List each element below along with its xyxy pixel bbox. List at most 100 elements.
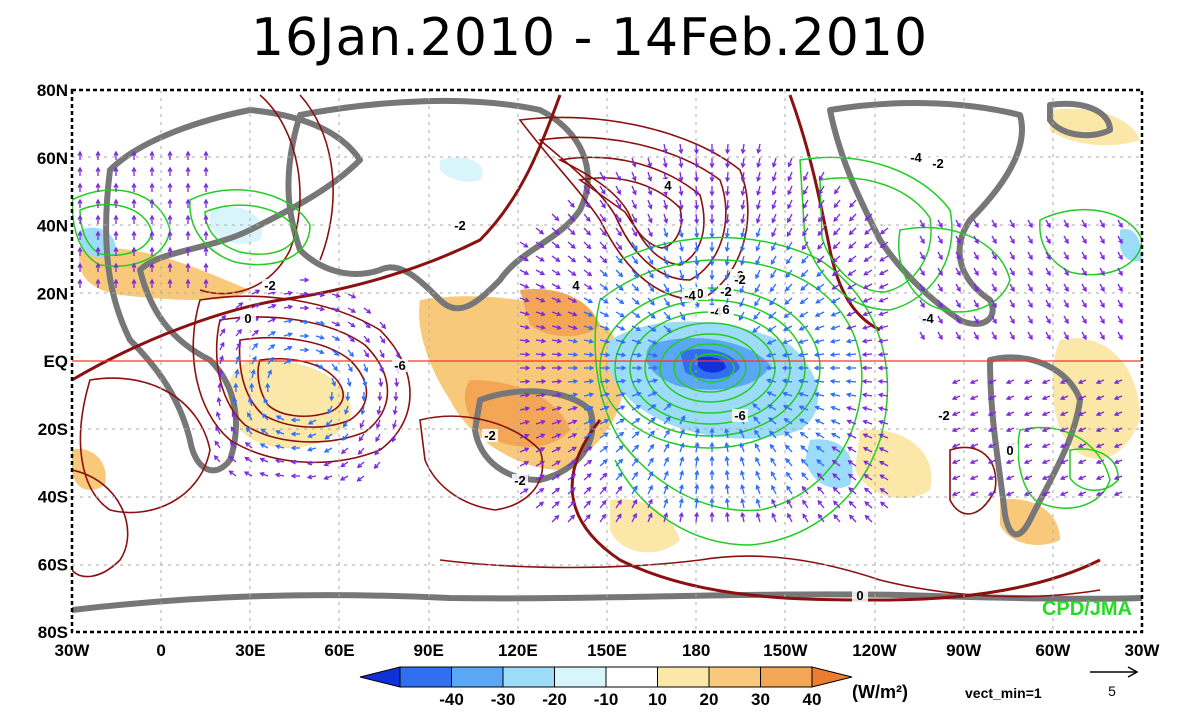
flux-vector [833, 227, 841, 236]
flux-vector [802, 227, 809, 237]
flux-vector [799, 311, 809, 318]
colorbar-tick-label: -30 [491, 690, 516, 709]
flux-vector [752, 403, 761, 411]
flux-vector [567, 269, 577, 276]
contour-label: -2 [720, 284, 732, 299]
flux-vector [363, 321, 371, 329]
flux-vector [845, 338, 857, 344]
flux-vector [678, 511, 684, 523]
contour-label: 0 [696, 286, 703, 301]
contour-label: 4 [572, 278, 580, 293]
flux-vector [769, 430, 777, 439]
flux-vector [969, 395, 979, 401]
flux-vector [244, 456, 253, 463]
flux-vector [937, 235, 943, 245]
flux-vector [663, 512, 669, 523]
flux-vector [149, 278, 155, 288]
flux-vector [615, 405, 626, 411]
flux-vector [694, 269, 700, 281]
flux-vector [344, 405, 349, 415]
flux-vector [831, 459, 841, 467]
flux-vector [771, 199, 777, 210]
contour-label: -2 [514, 473, 526, 488]
flux-vector [973, 219, 979, 229]
contour-label: -2 [932, 156, 944, 171]
flux-vector [800, 269, 809, 278]
flux-vector [802, 199, 809, 209]
flux-vector [615, 391, 626, 397]
flux-vector [845, 365, 856, 371]
flux-vector [647, 498, 653, 509]
flux-vector [551, 325, 563, 330]
flux-vector [519, 351, 531, 357]
flux-vector [830, 311, 841, 317]
flux-vector [861, 325, 873, 330]
flux-vector [679, 297, 685, 308]
flux-vector [1023, 475, 1033, 481]
flux-vector [583, 213, 591, 222]
flux-vector [800, 445, 809, 453]
flux-vector [567, 460, 577, 467]
flux-vector [694, 511, 700, 523]
flux-vector [647, 157, 653, 168]
flux-vector [1041, 475, 1051, 481]
flux-vector [1095, 459, 1105, 465]
flux-vector [817, 486, 825, 495]
flux-vector [787, 512, 793, 523]
flux-vector [77, 230, 83, 240]
flux-vector [863, 460, 873, 467]
flux-vector [647, 171, 653, 182]
flux-vector [781, 352, 793, 358]
flux-vector [631, 241, 638, 251]
flux-vector [519, 324, 531, 330]
flux-vector [300, 347, 310, 353]
flux-vector [782, 405, 793, 411]
flux-vector [373, 461, 381, 469]
flux-vector [519, 447, 530, 453]
flux-vector [951, 443, 961, 449]
flux-vector [95, 278, 101, 288]
flux-vector [1063, 219, 1069, 229]
flux-vector [786, 485, 793, 495]
flux-vector [877, 406, 889, 412]
flux-vector [862, 447, 873, 453]
flux-vector [770, 269, 777, 279]
contour-label: -2 [484, 428, 496, 443]
coastline-africa-europe [103, 107, 363, 474]
flux-vector [261, 413, 269, 421]
flux-vector [329, 391, 335, 402]
flux-vector [817, 227, 825, 237]
flux-vector [755, 470, 761, 481]
colorbar-segment [760, 666, 813, 688]
flux-vector [361, 391, 367, 402]
flux-vector [787, 171, 793, 182]
flux-vector [830, 297, 841, 303]
flux-vector [228, 470, 237, 477]
flux-vector [740, 213, 746, 225]
flux-vector [567, 227, 576, 236]
flux-vector [363, 363, 369, 373]
flux-vector [878, 283, 889, 289]
flux-vector [113, 150, 119, 160]
flux-vector [919, 251, 925, 261]
flux-vector [340, 461, 349, 468]
lon-tick-label: 150E [587, 641, 627, 660]
flux-vector [1117, 283, 1123, 293]
flux-vector [951, 475, 961, 481]
flux-vector [919, 299, 925, 309]
flux-vector [377, 391, 383, 402]
flux-vector [535, 487, 545, 495]
flux-vector [535, 501, 545, 509]
flux-vector [267, 369, 273, 379]
flux-vector [631, 378, 643, 384]
flux-vector [862, 419, 873, 425]
flux-vector [1009, 235, 1015, 245]
flux-vector [879, 255, 889, 262]
flux-vector [694, 185, 699, 197]
flux-vector [755, 456, 761, 467]
flux-vector [694, 213, 700, 225]
flux-vector [167, 230, 173, 240]
flux-vector [615, 325, 626, 331]
flux-vector [784, 297, 793, 305]
flux-vector [203, 262, 209, 272]
